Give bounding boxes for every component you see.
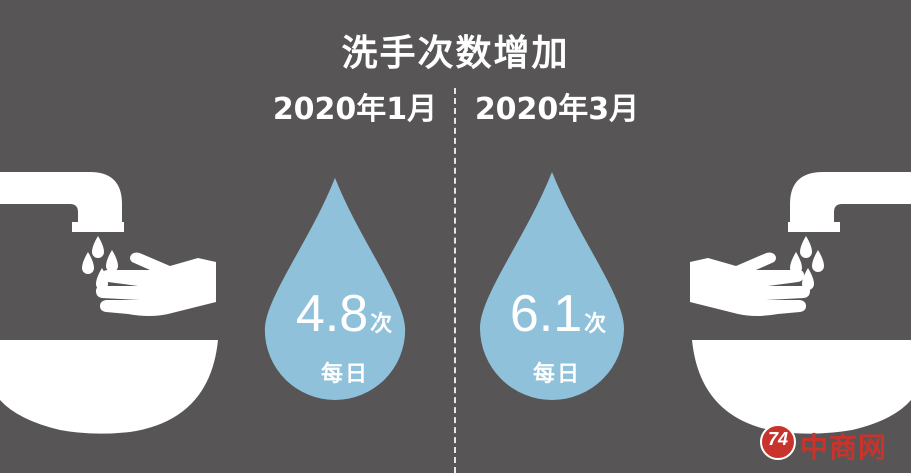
left-faucet-icon: [0, 172, 124, 232]
right-hand-icon: [690, 252, 810, 316]
value-label-mar: 6.1次: [478, 284, 638, 344]
period-label-mar: 2020年3月: [474, 92, 640, 127]
value-unit-jan: 次: [370, 312, 393, 337]
left-hand-icon: [96, 252, 216, 316]
per-day-label-jan: 每日: [320, 362, 369, 387]
value-unit-mar: 次: [584, 312, 607, 337]
value-number-jan: 4.8: [295, 285, 369, 343]
value-number-mar: 6.1: [509, 285, 583, 343]
per-day-label-mar: 每日: [532, 362, 581, 387]
watermark-logo-text: 74: [767, 429, 789, 449]
dashed-divider: [454, 88, 456, 473]
right-basin-icon: [692, 340, 911, 434]
right-faucet-icon: [788, 172, 911, 232]
water-drop-mark-mar: [480, 172, 624, 400]
watermark: 74 中商网: [758, 422, 906, 466]
water-drop-mark-jan: [264, 177, 406, 400]
chart-title: 洗手次数增加: [341, 33, 570, 74]
left-water-drops-icon: [82, 236, 118, 290]
left-basin-icon: [0, 340, 218, 434]
watermark-text: 中商网: [800, 431, 888, 464]
period-label-jan: 2020年1月: [272, 92, 438, 127]
value-label-jan: 4.8次: [264, 284, 424, 344]
watermark-logo-icon: [760, 424, 796, 460]
right-water-drops-icon: [790, 236, 824, 290]
